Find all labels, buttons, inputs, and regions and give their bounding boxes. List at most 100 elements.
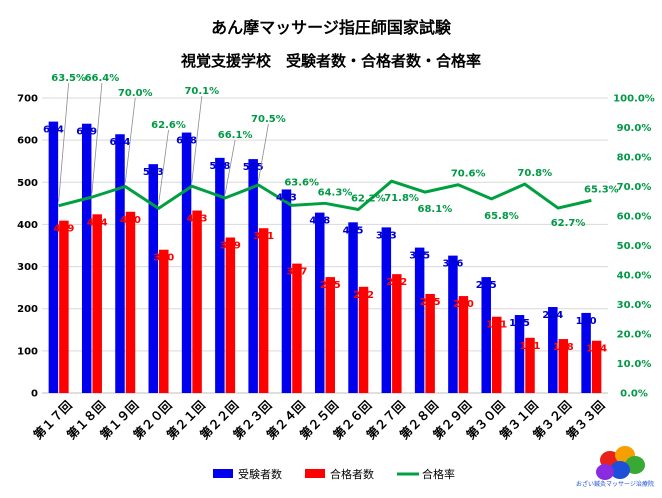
bar-examinees [414, 247, 425, 393]
label-passers: 235 [420, 297, 441, 308]
label-examinees: 644 [43, 125, 64, 136]
y-tick-label: 300 [17, 262, 38, 273]
bar-examinees [48, 121, 59, 393]
y2-tick-label: 20.0% [617, 330, 652, 341]
y2-tick-label: 50.0% [617, 241, 652, 252]
left-axis: 0 100 200 300 400 500 600 700 [17, 94, 38, 400]
bar-examinees [548, 307, 558, 393]
y2-tick-label: 0.0% [620, 389, 648, 400]
clinic-logo: おざい鍼灸マッサージ治療院 [576, 446, 654, 488]
bar-examinees [348, 222, 358, 393]
bars [48, 121, 602, 394]
bar-examinees [481, 277, 491, 393]
chart-subtitle: 視覚支援学校 受験者数・合格者数・合格率 [180, 52, 481, 70]
bar-examinees [581, 312, 591, 393]
label-rate: 64.3% [318, 187, 353, 198]
label-rate: 63.6% [284, 177, 319, 188]
label-passers: 230 [453, 299, 474, 310]
y-tick-label: 700 [17, 94, 38, 105]
data-labels: 644 409 639 424 614 430 543 340 618 433 558 369 555 3… [43, 73, 619, 355]
label-examinees: 190 [576, 316, 597, 327]
label-rate: 62.6% [151, 120, 186, 131]
label-passers: 282 [386, 277, 407, 288]
y-tick-label: 0 [31, 389, 38, 400]
bar-passers [525, 337, 535, 393]
right-axis: 0.0% 10.0% 20.0% 30.0% 40.0% 50.0% 60.0% 70.0% 8… [613, 94, 655, 400]
label-passers: 391 [253, 231, 274, 242]
y2-tick-label: 100.0% [613, 94, 655, 105]
bar-examinees [514, 315, 525, 393]
y2-tick-label: 70.0% [617, 182, 652, 193]
logo-petal-blue [610, 461, 630, 479]
label-examinees: 428 [309, 216, 330, 227]
bar-examinees [281, 189, 292, 393]
rate-leader-line [158, 129, 169, 205]
bar-passers [558, 339, 569, 393]
label-examinees: 558 [209, 161, 230, 172]
bar-passers [92, 214, 102, 393]
label-examinees: 639 [76, 127, 97, 138]
label-rate: 62.2% [351, 194, 386, 205]
label-rate: 65.8% [484, 211, 519, 222]
logo-petal-purple [596, 464, 614, 480]
y2-tick-label: 40.0% [617, 271, 652, 282]
label-rate: 70.8% [517, 168, 552, 179]
gridlines [42, 97, 608, 394]
rate-leader-line [58, 82, 70, 202]
label-passers: 409 [53, 224, 74, 235]
label-passers: 369 [220, 240, 241, 251]
label-passers: 430 [120, 215, 141, 226]
bar-passers [192, 210, 202, 393]
y-tick-label: 200 [17, 304, 38, 315]
y2-tick-label: 60.0% [617, 212, 652, 223]
label-passers: 131 [520, 341, 541, 352]
bar-passers [159, 249, 169, 393]
legend-label: 受験者数 [238, 467, 282, 481]
label-passers: 124 [586, 344, 607, 355]
y2-tick-label: 80.0% [617, 153, 652, 164]
bar-passers [325, 277, 335, 393]
label-rate: 66.1% [218, 130, 253, 141]
label-passers: 424 [87, 217, 108, 228]
y2-tick-label: 30.0% [617, 300, 652, 311]
label-passers: 252 [353, 290, 374, 301]
bar-examinees [115, 134, 125, 393]
label-examinees: 326 [442, 259, 463, 270]
label-examinees: 185 [509, 318, 530, 329]
bar-passers [292, 263, 302, 393]
bar-examinees [181, 132, 192, 394]
legend-swatch [305, 469, 325, 478]
bar-examinees [381, 227, 392, 393]
label-examinees: 483 [276, 192, 297, 203]
bar-passers [425, 293, 435, 393]
bar-passers [458, 296, 469, 393]
bar-examinees [315, 212, 325, 393]
label-passers: 275 [320, 280, 341, 291]
chart-title: あん摩マッサージ指圧師国家試験 [211, 18, 452, 37]
bar-examinees [148, 164, 159, 393]
rate-line [58, 179, 592, 212]
bar-passers [392, 274, 402, 393]
label-examinees: 393 [376, 230, 397, 241]
label-examinees: 618 [176, 136, 197, 147]
y-tick-label: 600 [17, 136, 38, 147]
bar-examinees [215, 157, 225, 393]
bar-passers [358, 286, 369, 393]
logo-petal-green [625, 456, 645, 474]
legend-label: 合格率 [422, 467, 455, 481]
label-rate: 70.0% [118, 88, 153, 99]
label-examinees: 204 [542, 310, 563, 321]
x-axis-labels: 第１７回第１８回第１９回第２０回第２１回第２２回第２３回第２４回第２５回第２６回… [30, 398, 607, 443]
label-examinees: 345 [409, 251, 430, 262]
y-tick-label: 400 [17, 220, 38, 231]
label-examinees: 543 [143, 167, 164, 178]
label-passers: 433 [187, 214, 208, 225]
label-rate: 70.1% [184, 86, 219, 97]
label-rate: 66.4% [85, 73, 120, 84]
bar-examinees [248, 159, 258, 393]
bar-passers [125, 211, 136, 393]
bar-passers [258, 228, 269, 393]
label-examinees: 405 [343, 225, 364, 236]
y2-tick-label: 10.0% [617, 359, 652, 370]
